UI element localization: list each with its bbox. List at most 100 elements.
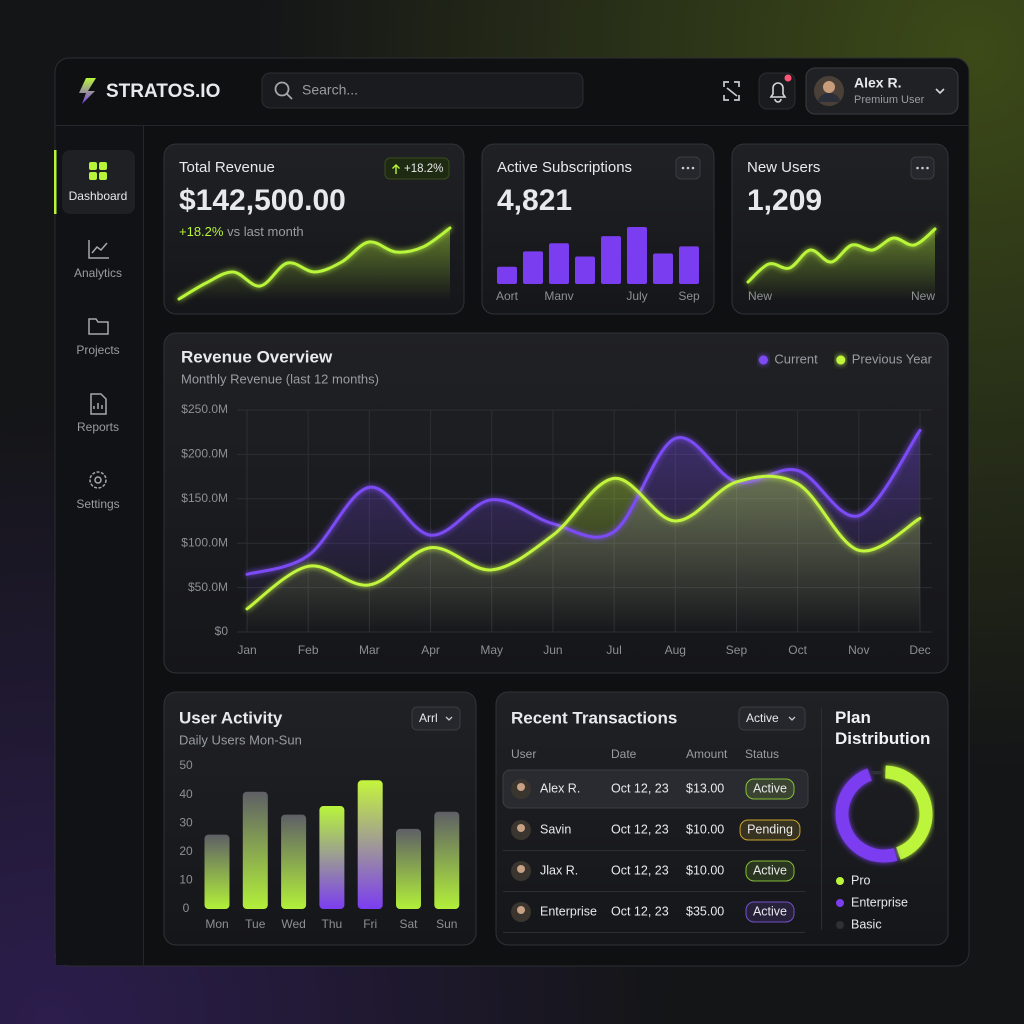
avatar	[517, 824, 525, 832]
cell: Enterprise	[540, 904, 597, 918]
legend-label: Basic	[851, 917, 882, 931]
search-box[interactable]	[261, 72, 584, 109]
x-tick-label: Thu	[322, 917, 343, 931]
cell: Oct 12, 23	[611, 904, 669, 918]
bar	[601, 236, 621, 284]
card-title: Total Revenue	[179, 159, 275, 176]
avatar	[517, 865, 525, 873]
x-tick-label: Sep	[678, 289, 700, 303]
y-tick-label: $150.0M	[181, 491, 228, 505]
nav-active-indicator	[54, 150, 57, 214]
x-tick-label: Dec	[909, 643, 930, 657]
x-tick-label: Wed	[281, 917, 305, 931]
kpi-value: $142,500.00	[179, 184, 346, 217]
x-tick-label: Jan	[237, 643, 256, 657]
x-tick-label: Feb	[298, 643, 319, 657]
column-header: Status	[745, 747, 779, 761]
filter-dropdown[interactable]	[738, 706, 806, 731]
status-label: Active	[753, 904, 787, 918]
chart-title: Revenue Overview	[181, 347, 333, 366]
line	[746, 227, 937, 284]
x-tick-label: Aug	[665, 643, 686, 657]
area	[748, 229, 935, 300]
user-avatar	[818, 93, 840, 102]
nav-item[interactable]: Projects	[76, 343, 119, 357]
x-tick-label: Jun	[543, 643, 562, 657]
avatar	[517, 906, 525, 914]
legend-label: Previous Year	[852, 351, 933, 366]
bar	[653, 253, 673, 284]
icon-part	[99, 172, 107, 180]
chart-subtitle: Daily Users Mon-Sun	[179, 732, 302, 747]
status-pill	[739, 819, 801, 841]
chevron	[445, 716, 453, 721]
change-note: vs last month	[227, 224, 304, 239]
nav-active-bg[interactable]	[62, 150, 135, 214]
cell: $10.00	[686, 822, 724, 836]
search-icon	[274, 81, 290, 97]
x-tick-label: Aort	[496, 289, 519, 303]
nav-item[interactable]: Reports	[77, 420, 119, 434]
user-avatar	[823, 81, 835, 93]
icon-part	[89, 172, 97, 180]
bar	[281, 814, 307, 909]
y-tick-label: $200.0M	[181, 447, 228, 461]
y-tick-label: 30	[179, 815, 193, 829]
legend-swatch	[836, 877, 844, 885]
status-label: Pending	[747, 822, 793, 836]
bell-icon	[769, 82, 787, 103]
x-tick-label: Nov	[848, 643, 869, 657]
y-tick-label: 20	[179, 844, 193, 858]
settings-icon	[89, 471, 107, 489]
user-menu[interactable]	[805, 67, 959, 115]
dot	[691, 166, 695, 170]
legend-swatch	[836, 921, 844, 929]
y-tick-label: 10	[179, 873, 193, 887]
line	[245, 474, 922, 611]
column-header: Amount	[686, 747, 728, 761]
bar	[204, 834, 230, 909]
brand: STRATOS.IO	[106, 81, 220, 102]
area	[179, 228, 450, 300]
x-tick-label: Mar	[359, 643, 380, 657]
cell: Oct 12, 23	[611, 822, 669, 836]
dot	[921, 166, 924, 170]
kpi-value: 4,821	[497, 184, 572, 217]
x-tick-label: Jul	[606, 643, 621, 657]
x-tick-label: Manv	[544, 289, 573, 303]
y-tick-label: $100.0M	[181, 535, 228, 549]
nav-item[interactable]: Dashboard	[69, 189, 128, 203]
nav-item[interactable]: Analytics	[74, 266, 122, 280]
status-label: Active	[753, 863, 787, 877]
cell: Oct 12, 23	[611, 863, 669, 877]
bar	[357, 780, 383, 909]
area	[247, 476, 920, 632]
dashboard-icon	[89, 162, 107, 180]
bar	[549, 243, 569, 284]
filter-dropdown[interactable]	[411, 706, 461, 731]
legend-swatch	[836, 355, 846, 365]
bar	[434, 811, 460, 909]
dot	[686, 166, 690, 170]
x-tick-label: Sat	[399, 917, 418, 931]
legend-swatch	[836, 899, 844, 907]
scan-button[interactable]	[723, 81, 740, 101]
cell: Alex R.	[540, 781, 580, 795]
user-name: Alex R.	[854, 75, 901, 91]
status-pill	[745, 901, 795, 923]
y-tick-label: $50.0M	[188, 580, 228, 594]
card	[495, 691, 949, 946]
notification-button[interactable]	[758, 72, 796, 110]
cell: Oct 12, 23	[611, 781, 669, 795]
search-icon	[286, 93, 293, 100]
x-tick-label: Fri	[363, 917, 377, 931]
user-role: Premium User	[854, 94, 925, 106]
dot	[916, 166, 919, 170]
filter-label: Arrl	[419, 711, 438, 725]
y-tick-label: 0	[183, 901, 190, 915]
projects-icon	[88, 318, 109, 335]
change-value: +18.2%	[179, 224, 224, 239]
nav-item[interactable]: Settings	[76, 497, 119, 511]
logo[interactable]: STRATOS.IO	[79, 78, 220, 104]
